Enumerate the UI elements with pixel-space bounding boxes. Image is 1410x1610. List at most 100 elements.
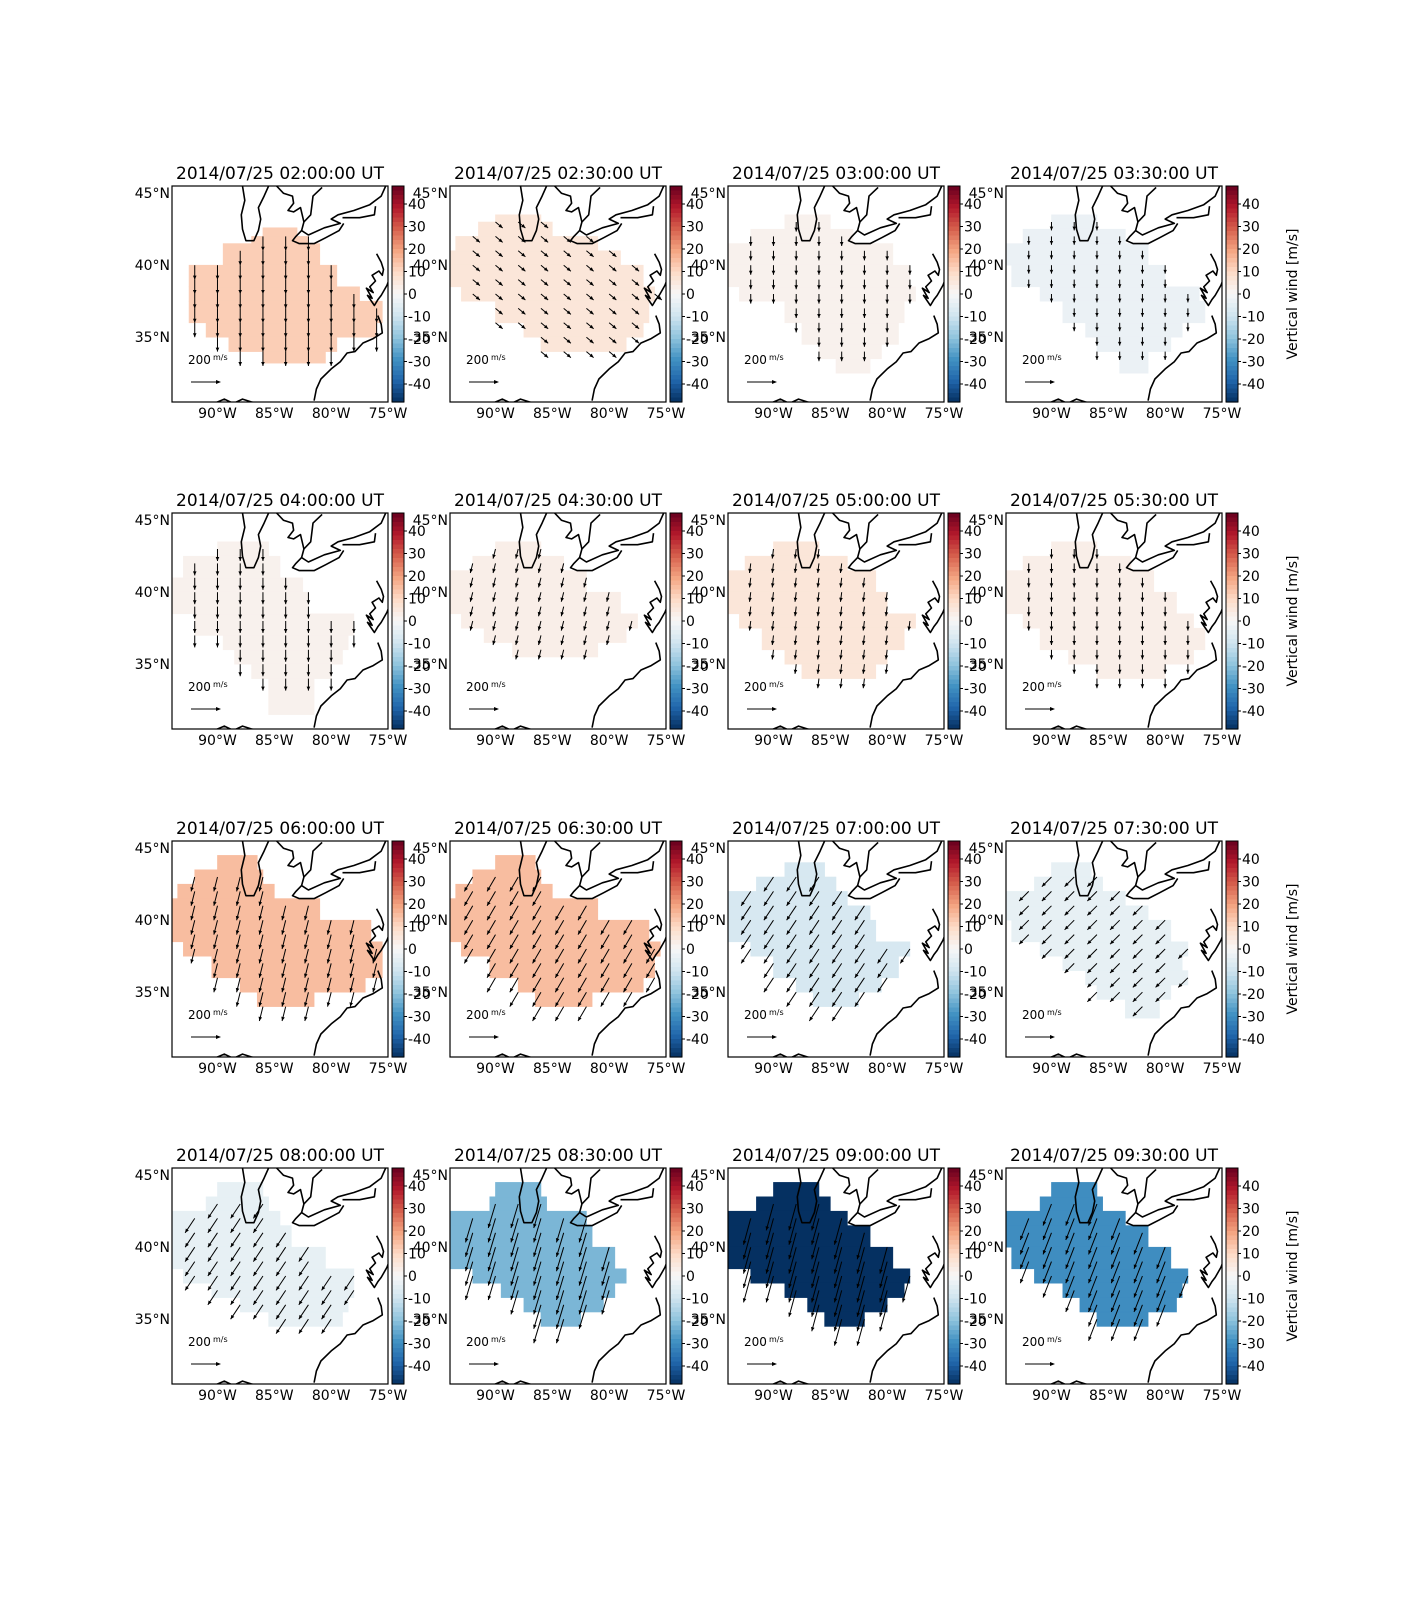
- wind-arrow-head: [770, 640, 775, 645]
- colorbar-tick-label: 40: [686, 1179, 704, 1195]
- wind-arrow-head: [862, 299, 867, 304]
- wind-arrow: [856, 1275, 865, 1303]
- coastline: [643, 1235, 666, 1289]
- wind-arrow-head: [543, 353, 549, 358]
- colorbar-segment: [948, 693, 960, 699]
- map-frame: [449, 512, 667, 730]
- wind-arrow-head: [185, 1257, 189, 1262]
- colorbar-tick-label: -10: [1242, 310, 1265, 326]
- lon-tick-label: 75°W: [925, 1388, 964, 1404]
- colorbar-segment: [670, 562, 682, 568]
- coastline: [1074, 841, 1104, 897]
- wind-arrow-head: [543, 267, 549, 272]
- wind-arrow-head: [543, 252, 549, 257]
- wind-arrow-head: [487, 1281, 492, 1286]
- colorbar-segment: [948, 1199, 960, 1205]
- colorbar-segment: [948, 1366, 960, 1372]
- colorbar-segment: [948, 958, 960, 964]
- colorbar-segment: [392, 908, 404, 914]
- colorbar-segment: [948, 711, 960, 717]
- colorbar-tick-label: 40: [964, 1179, 982, 1195]
- wind-arrow-head: [589, 310, 594, 315]
- wind-arrow-head: [854, 1002, 859, 1007]
- coastline: [771, 725, 813, 729]
- colorbar-tick-label: -10: [1242, 965, 1265, 981]
- wind-arrow-head: [794, 328, 799, 333]
- colorbar-segment: [670, 244, 682, 250]
- colorbar-tick-label: -40: [1242, 704, 1265, 720]
- vector-scale-units: m/s: [491, 680, 506, 689]
- wind-arrow-head: [261, 261, 265, 266]
- wind-arrow-head: [1140, 313, 1145, 317]
- colorbar-segment: [392, 204, 404, 210]
- colorbar-segment: [670, 267, 682, 273]
- wind-arrow-head: [583, 626, 587, 631]
- colorbar-tick-label: 20: [408, 897, 426, 913]
- wind-arrow: [578, 1261, 587, 1286]
- vertical-wind-cell: [728, 243, 894, 266]
- wind-arrow-head: [1163, 269, 1167, 274]
- colorbar-segment: [1226, 1330, 1238, 1336]
- wind-arrow: [834, 1218, 843, 1245]
- colorbar-segment: [670, 589, 682, 595]
- wind-arrow-head: [510, 1266, 514, 1272]
- wind-arrow-head: [515, 597, 519, 602]
- colorbar-segment: [948, 285, 960, 291]
- colorbar-tick-label: 30: [1242, 547, 1260, 563]
- colorbar-tick-label: -10: [408, 310, 431, 326]
- vertical-wind-cell: [1051, 1182, 1098, 1198]
- colorbar-tick-label: -40: [1242, 377, 1265, 393]
- colorbar-segment: [948, 357, 960, 363]
- wind-arrow-head: [809, 901, 814, 906]
- wind-arrow-head: [770, 583, 775, 588]
- wind-arrow-head: [1072, 597, 1077, 602]
- wind-arrow-head: [763, 959, 768, 964]
- coastline: [554, 513, 583, 550]
- colorbar-segment: [948, 312, 960, 318]
- wind-arrow-head: [283, 275, 288, 280]
- wind-arrow-head: [839, 256, 844, 261]
- colorbar-segment: [670, 571, 682, 577]
- lon-tick-label: 85°W: [255, 1061, 294, 1077]
- wind-arrow-head: [1186, 669, 1190, 674]
- wind-arrow-head: [304, 1016, 308, 1021]
- colorbar-segment: [948, 244, 960, 250]
- wind-arrow-head: [532, 959, 537, 964]
- wind-arrow-head: [1095, 327, 1099, 332]
- lat-tick-label: 35°N: [413, 985, 448, 1001]
- wind-arrow-head: [583, 597, 587, 602]
- wind-arrow-head: [566, 353, 571, 358]
- wind-arrow-head: [329, 318, 333, 323]
- wind-arrow-head: [839, 640, 843, 645]
- wind-arrow-head: [1095, 298, 1099, 303]
- wind-arrow-head: [349, 987, 354, 993]
- coastline: [832, 841, 861, 878]
- colorbar-segment: [392, 1025, 404, 1031]
- colorbar-segment: [948, 922, 960, 928]
- wind-arrow-head: [601, 1266, 605, 1272]
- wind-arrow-head: [492, 554, 496, 559]
- colorbar-segment: [392, 877, 404, 883]
- wind-arrow-head: [352, 333, 356, 338]
- lat-tick-label: 45°N: [135, 186, 170, 202]
- lat-tick-label: 45°N: [413, 841, 448, 857]
- wind-arrow-head: [832, 944, 836, 949]
- wind-arrow-head: [1049, 241, 1054, 245]
- wind-arrow-head: [1140, 284, 1145, 288]
- colorbar-segment: [392, 621, 404, 627]
- wind-arrow-head: [281, 1016, 285, 1021]
- coastline: [578, 841, 665, 891]
- wind-arrow-head: [487, 901, 491, 906]
- wind-arrow-head: [900, 959, 905, 964]
- wind-arrow-head: [230, 1314, 235, 1320]
- colorbar-segment: [948, 1357, 960, 1363]
- coastline: [620, 1188, 655, 1201]
- colorbar-tick-label: 0: [408, 942, 417, 958]
- colorbar-segment: [948, 949, 960, 955]
- colorbar-segment: [670, 1231, 682, 1237]
- wind-arrow-head: [854, 944, 859, 949]
- colorbar-segment: [670, 576, 682, 582]
- wind-arrow-head: [612, 324, 617, 329]
- colorbar-segment: [670, 262, 682, 268]
